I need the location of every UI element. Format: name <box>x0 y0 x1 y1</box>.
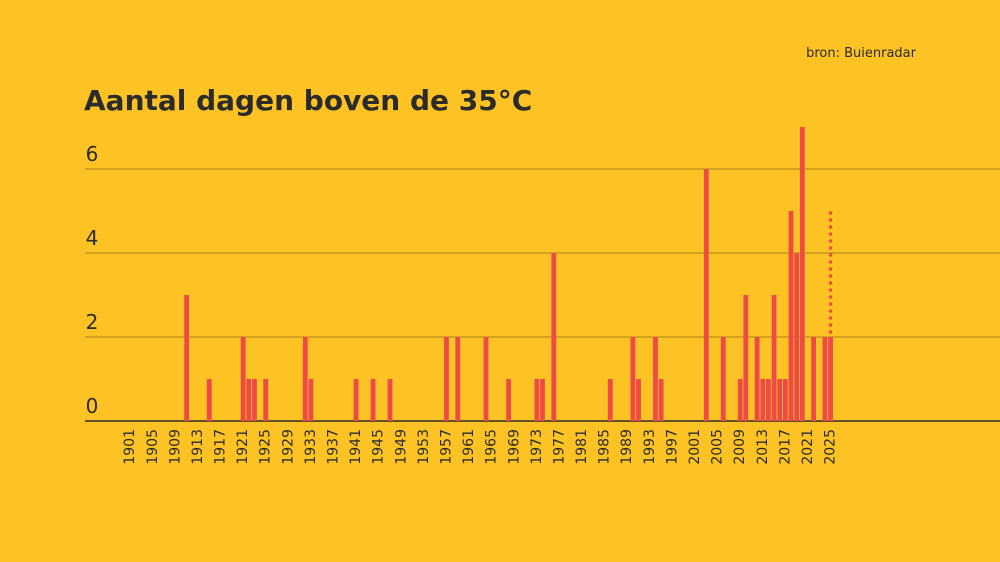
bar <box>760 379 766 421</box>
x-tick-label: 1945 <box>371 429 387 465</box>
bar <box>252 379 257 421</box>
bar <box>240 337 246 421</box>
x-tick-label: 1933 <box>303 429 319 465</box>
x-tick-label: 1929 <box>280 429 296 465</box>
x-tick-label: 1925 <box>258 429 274 465</box>
bar <box>534 379 540 421</box>
x-tick-label: 1937 <box>326 429 342 465</box>
x-tick-label: 2021 <box>800 429 816 465</box>
x-tick-label: 1989 <box>619 429 635 465</box>
x-tick-label: 1953 <box>416 429 432 465</box>
bar <box>630 337 636 421</box>
bar <box>703 169 709 421</box>
bar <box>540 379 545 421</box>
x-tick-label: 2001 <box>687 429 703 465</box>
x-tick-label: 2017 <box>777 429 793 465</box>
y-tick-label: 2 <box>86 310 99 334</box>
x-tick-label: 2025 <box>823 429 839 465</box>
bar <box>353 379 359 421</box>
x-tick-label: 1965 <box>484 429 500 465</box>
bar <box>387 379 393 421</box>
x-tick-label: 1905 <box>145 429 161 465</box>
bar <box>246 379 252 421</box>
bar <box>811 337 817 421</box>
bar <box>483 337 489 421</box>
chart-title: Aantal dagen boven de 35°C <box>84 84 532 117</box>
x-tick-label: 1985 <box>597 429 613 465</box>
y-tick-label: 4 <box>86 226 99 250</box>
y-tick-label: 0 <box>86 394 99 418</box>
bar <box>720 337 726 421</box>
bar <box>506 379 512 421</box>
source: bron: Buienradar <box>806 46 917 61</box>
x-tick-label: 1913 <box>190 429 206 465</box>
x-tick-label: 1909 <box>167 429 183 465</box>
bar <box>263 379 269 421</box>
bar <box>658 379 664 421</box>
x-tick-label: 1941 <box>348 429 364 465</box>
bar <box>206 379 212 421</box>
bar <box>799 127 805 421</box>
bar <box>370 379 376 421</box>
x-tick-label: 2013 <box>755 429 771 465</box>
x-tick-label: 2005 <box>710 429 726 465</box>
bar <box>302 337 308 421</box>
bar <box>794 253 800 421</box>
bar <box>777 379 783 421</box>
x-tick-label: 1993 <box>642 429 658 465</box>
x-tick-label: 1981 <box>574 429 590 465</box>
bar <box>771 295 777 421</box>
x-tick-label: 1977 <box>551 429 567 465</box>
bar <box>743 295 749 421</box>
bar <box>822 337 828 421</box>
bar <box>308 379 314 421</box>
bar <box>455 337 461 421</box>
x-tick-label: 1901 <box>122 429 138 465</box>
bar <box>737 379 743 421</box>
x-tick-label: 2009 <box>732 429 748 465</box>
bar <box>788 211 794 421</box>
bar <box>607 379 613 421</box>
bar <box>754 337 760 421</box>
y-tick-label: 6 <box>86 142 99 166</box>
x-tick-label: 1961 <box>461 429 477 465</box>
bar <box>551 253 557 421</box>
bar <box>636 379 641 421</box>
bar <box>184 295 190 421</box>
bar <box>653 337 658 421</box>
x-tick-label: 1969 <box>506 429 522 465</box>
x-tick-label: 1973 <box>529 429 545 465</box>
bar <box>444 337 449 421</box>
x-tick-label: 1917 <box>213 429 229 465</box>
bar <box>782 379 788 421</box>
x-tick-label: 1957 <box>438 429 454 465</box>
bar <box>828 337 833 421</box>
x-tick-label: 1997 <box>664 429 680 465</box>
x-tick-label: 1921 <box>235 429 251 465</box>
x-tick-label: 1949 <box>393 429 409 465</box>
bar <box>766 379 771 421</box>
